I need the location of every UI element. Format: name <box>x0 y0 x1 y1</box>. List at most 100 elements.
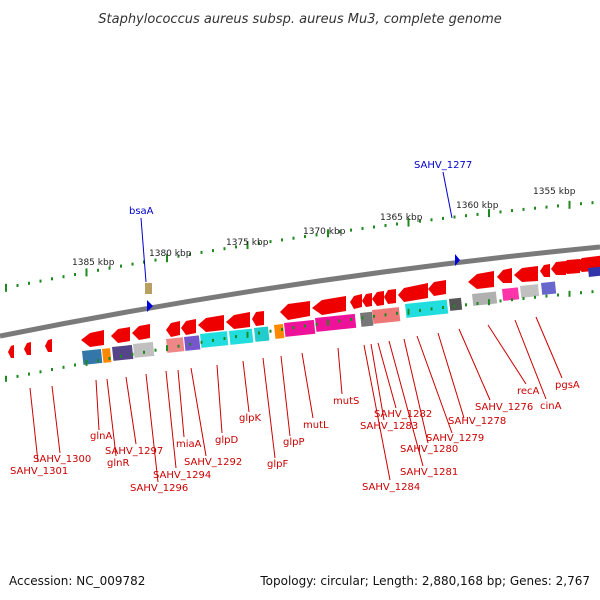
minor-tick <box>591 290 594 294</box>
feature-block[interactable] <box>448 297 463 311</box>
gene-label-cinA[interactable]: cinA <box>540 401 562 412</box>
callout-line <box>145 373 159 483</box>
gene-label-SAHV_1276[interactable]: SAHV_1276 <box>475 402 533 413</box>
gene-arrow[interactable] <box>181 319 196 335</box>
gene-arrow[interactable] <box>252 311 264 326</box>
gene-label-SAHV_1301[interactable]: SAHV_1301 <box>10 466 68 477</box>
feature-block[interactable] <box>200 331 229 348</box>
gene-arrow[interactable] <box>398 283 428 302</box>
gene-label-glnR[interactable]: glnR <box>107 458 129 469</box>
feature-block[interactable] <box>112 344 134 361</box>
gene-label-SAHV_1283[interactable]: SAHV_1283 <box>360 421 418 432</box>
feature-block[interactable] <box>229 328 254 345</box>
gene-arrow[interactable] <box>198 315 224 332</box>
feature-block[interactable] <box>283 319 316 337</box>
gene-arrow[interactable] <box>280 301 310 320</box>
gene-arrow[interactable] <box>362 293 372 307</box>
gene-arrow[interactable] <box>8 345 14 358</box>
major-tick <box>488 209 490 218</box>
feature-block[interactable] <box>102 348 112 363</box>
gene-arrow[interactable] <box>45 339 52 352</box>
gene-label-SAHV_1296[interactable]: SAHV_1296 <box>130 483 188 494</box>
gene-label-SAHV_1300[interactable]: SAHV_1300 <box>33 454 91 465</box>
minor-tick <box>131 262 134 266</box>
gene-label-SAHV_1281[interactable]: SAHV_1281 <box>400 467 458 478</box>
scale-label-1380: 1380 kbp <box>149 249 192 259</box>
gene-arrow[interactable] <box>312 296 346 315</box>
feature-block[interactable] <box>502 287 520 301</box>
gene-label-glpD[interactable]: glpD <box>215 435 238 446</box>
feature-block[interactable] <box>315 313 357 332</box>
feature-block[interactable] <box>166 337 185 353</box>
feature-block[interactable] <box>184 335 201 351</box>
gene-arrow[interactable] <box>166 321 180 337</box>
major-tick <box>5 375 7 382</box>
gene-arrow[interactable] <box>24 342 31 355</box>
gene-arrow[interactable] <box>497 268 512 283</box>
gene-label-SAHV_1279[interactable]: SAHV_1279 <box>426 433 484 444</box>
gene-label-bsaA[interactable]: bsaA <box>129 206 154 217</box>
gene-label-SAHV_1278[interactable]: SAHV_1278 <box>448 416 506 427</box>
gene-label-mutS[interactable]: mutS <box>333 396 359 407</box>
feature-block[interactable] <box>587 266 600 277</box>
major-tick <box>166 254 168 263</box>
gene-label-glnA[interactable]: glnA <box>90 431 112 442</box>
gene-label-pgsA[interactable]: pgsA <box>555 380 580 391</box>
gene-arrow[interactable] <box>81 330 104 347</box>
minor-tick <box>154 258 157 262</box>
gene-label-SAHV_1282[interactable]: SAHV_1282 <box>374 409 432 420</box>
feature-block[interactable] <box>360 311 374 327</box>
gene-arrow[interactable] <box>132 324 150 340</box>
bsaA-feature[interactable] <box>145 283 152 294</box>
gene-arrow[interactable] <box>514 266 538 282</box>
gene-label-SAHV_1284[interactable]: SAHV_1284 <box>362 482 420 493</box>
feature-block[interactable] <box>253 326 270 342</box>
top-callouts: bsaA SAHV_1277 <box>129 160 472 283</box>
gene-label-glpF[interactable]: glpF <box>267 459 288 470</box>
gene-label-SAHV_1297[interactable]: SAHV_1297 <box>105 446 163 457</box>
feature-block[interactable] <box>405 299 449 318</box>
gene-label-SAHV_1280[interactable]: SAHV_1280 <box>400 444 458 455</box>
gene-label-SAHV_1277[interactable]: SAHV_1277 <box>414 160 472 171</box>
minor-tick <box>97 359 99 363</box>
callout-line <box>216 364 223 434</box>
gene-arrow[interactable] <box>111 327 130 343</box>
gene-arrow[interactable] <box>540 264 550 277</box>
gene-arrow[interactable] <box>384 289 396 304</box>
minor-tick <box>51 277 53 281</box>
minor-tick <box>28 281 30 285</box>
gene-arrow[interactable] <box>551 261 566 275</box>
major-tick <box>85 268 88 277</box>
gene-label-SAHV_1294[interactable]: SAHV_1294 <box>153 470 211 481</box>
gene-label-glpP[interactable]: glpP <box>283 437 305 448</box>
genome-summary-text: Topology: circular; Length: 2,880,168 bp… <box>260 574 590 588</box>
genome-backbone <box>0 244 600 339</box>
minor-tick <box>522 297 525 300</box>
gene-arrow[interactable] <box>468 271 494 289</box>
minor-tick <box>338 319 341 323</box>
minor-tick <box>189 252 191 256</box>
gene-label-mutL[interactable]: mutL <box>303 420 329 431</box>
gene-label-SAHV_1292[interactable]: SAHV_1292 <box>184 457 242 468</box>
gene-label-recA[interactable]: recA <box>517 386 540 397</box>
gene-label-miaA[interactable]: miaA <box>176 439 202 450</box>
callout-line <box>29 387 39 463</box>
feature-block[interactable] <box>472 291 498 306</box>
minor-tick <box>419 219 421 223</box>
minor-tick <box>200 340 203 344</box>
feature-block[interactable] <box>541 281 557 295</box>
major-tick <box>246 331 249 338</box>
feature-block[interactable] <box>82 349 103 365</box>
minor-tick <box>361 316 364 320</box>
callout-line <box>403 338 429 444</box>
gene-arrow[interactable] <box>372 291 384 306</box>
gene-label-glpK[interactable]: glpK <box>239 413 261 424</box>
feature-block[interactable] <box>273 324 285 339</box>
feature-block[interactable] <box>133 341 155 358</box>
callout-line-bsaA <box>140 217 147 283</box>
feature-block[interactable] <box>520 284 540 298</box>
gene-arrow[interactable] <box>428 280 446 296</box>
callout-line <box>514 319 547 400</box>
gene-arrow[interactable] <box>350 294 362 309</box>
gene-arrow[interactable] <box>226 312 250 329</box>
